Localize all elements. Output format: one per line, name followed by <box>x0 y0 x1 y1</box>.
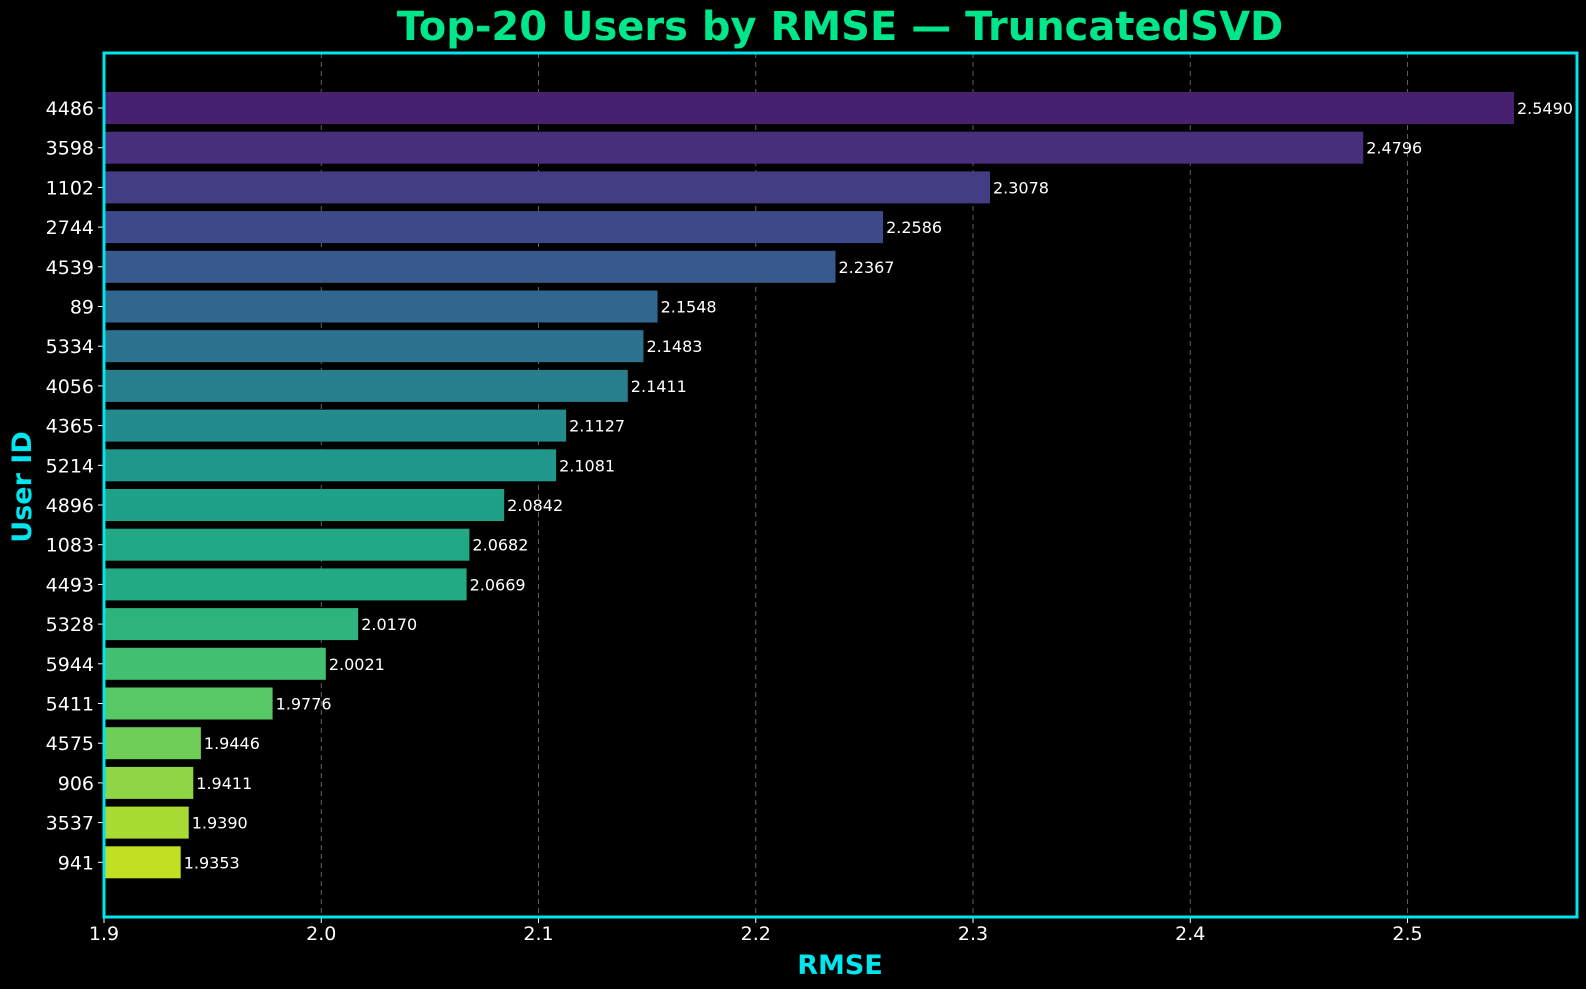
x-tick-label: 2.5 <box>1392 923 1422 945</box>
bar-value-label: 1.9411 <box>196 774 252 793</box>
bar-value-label: 2.1548 <box>661 298 717 317</box>
y-tick-label: 906 <box>58 773 94 795</box>
bar-value-label: 2.0682 <box>472 536 528 555</box>
bar-user-5214 <box>104 449 557 482</box>
bar-user-4896 <box>104 489 505 521</box>
bar-user-3537 <box>104 806 189 839</box>
y-tick-label: 4896 <box>46 495 94 517</box>
x-axis-label: RMSE <box>797 950 883 981</box>
x-tick-label: 2.1 <box>523 923 553 945</box>
y-tick-label: 3598 <box>46 138 94 160</box>
bar-value-label: 2.1411 <box>631 377 687 396</box>
y-tick-label: 4539 <box>46 257 94 279</box>
plot-frame <box>102 51 1579 919</box>
y-tick-labels: 4486 3598 1102 2744 4539 89 5334 4056 4365 5214 48… <box>46 98 104 874</box>
y-tick-label: 5214 <box>46 455 94 477</box>
bar-user-5411 <box>104 687 273 720</box>
bar-value-label: 2.4796 <box>1366 139 1422 158</box>
x-tick-labels: 1.9 2.0 2.1 2.2 2.3 2.4 2.5 <box>89 917 1423 945</box>
y-tick-label: 4056 <box>46 376 94 398</box>
bar-value-label: 1.9446 <box>204 734 260 753</box>
y-tick-label: 5328 <box>46 614 94 636</box>
bar-user-4539 <box>104 250 836 283</box>
bar-user-4575 <box>104 727 201 760</box>
y-axis-label: User ID <box>7 431 38 542</box>
bar-value-label: 2.3078 <box>993 178 1049 197</box>
bar-user-941 <box>104 846 181 879</box>
bar-user-2744 <box>104 211 884 244</box>
bar-value-label: 1.9390 <box>192 814 248 833</box>
bar-user-4486 <box>104 92 1514 124</box>
bars <box>104 92 1514 879</box>
bar-value-label: 2.1081 <box>559 456 615 475</box>
y-tick-label: 1083 <box>46 535 94 557</box>
bar-value-labels: 2.5490 2.4796 2.3078 2.2586 2.2367 2.1548 2.14… <box>184 99 1573 872</box>
bar-user-5328 <box>104 608 359 641</box>
y-tick-label: 5411 <box>46 694 94 716</box>
bar-value-label: 2.0021 <box>329 655 385 674</box>
bar-value-label: 1.9353 <box>184 853 240 872</box>
x-tick-label: 2.2 <box>741 923 771 945</box>
x-tick-label: 2.0 <box>306 923 336 945</box>
x-tick-label: 1.9 <box>89 923 119 945</box>
y-tick-label: 4365 <box>46 416 94 438</box>
bar-value-label: 2.5490 <box>1517 99 1573 118</box>
y-tick-label: 3537 <box>46 813 94 835</box>
y-tick-label: 4493 <box>46 574 94 596</box>
bar-value-label: 2.0842 <box>507 496 563 515</box>
bar-user-1102 <box>104 171 990 204</box>
bar-value-label: 2.0669 <box>470 575 526 594</box>
chart-title: Top-20 Users by RMSE — TruncatedSVD <box>397 4 1284 50</box>
y-tick-label: 5334 <box>46 336 94 358</box>
bar-value-label: 2.2586 <box>886 218 942 237</box>
y-tick-label: 89 <box>70 297 94 319</box>
x-tick-label: 2.3 <box>958 923 988 945</box>
bar-value-label: 2.1483 <box>646 337 702 356</box>
y-tick-label: 5944 <box>46 654 94 676</box>
y-tick-label: 941 <box>58 852 94 874</box>
bar-user-4056 <box>104 369 628 402</box>
bar-user-5334 <box>104 330 644 363</box>
bar-value-label: 1.9776 <box>276 695 332 714</box>
bar-value-label: 2.0170 <box>361 615 417 634</box>
bar-user-5944 <box>104 647 326 680</box>
y-tick-label: 4575 <box>46 733 94 755</box>
y-tick-label: 4486 <box>46 98 94 120</box>
bar-user-1083 <box>104 528 470 561</box>
y-tick-label: 2744 <box>46 217 94 239</box>
bar-user-89 <box>104 290 658 323</box>
bar-value-label: 2.2367 <box>839 258 895 277</box>
y-tick-label: 1102 <box>46 177 94 199</box>
x-tick-label: 2.4 <box>1175 923 1205 945</box>
bar-user-3598 <box>104 131 1364 164</box>
bar-user-4493 <box>104 568 467 601</box>
bar-user-906 <box>104 766 194 799</box>
bar-user-4365 <box>104 409 567 442</box>
bar-value-label: 2.1127 <box>569 417 625 436</box>
